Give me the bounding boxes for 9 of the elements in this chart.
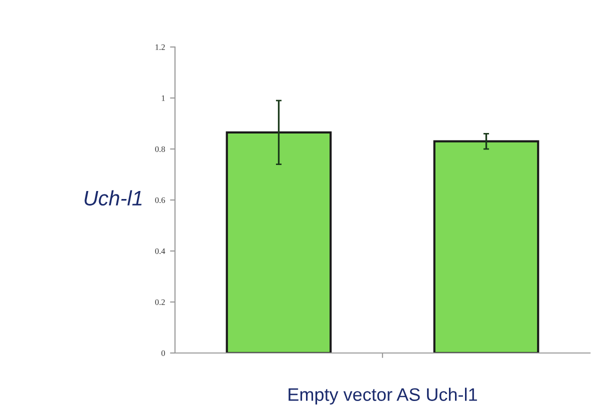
y-tick-label: 0.8 xyxy=(155,146,165,152)
y-axis-title: Uch-l1 xyxy=(84,190,142,206)
x-axis-title: Empty vector AS Uch-l1 xyxy=(288,388,477,405)
y-tick-label: 0.2 xyxy=(155,299,165,306)
y-tick-label: 0 xyxy=(161,350,165,356)
y-tick-label: 0.6 xyxy=(155,197,166,204)
y-tick-label: 0.4 xyxy=(155,248,166,254)
y-tick-label: 1 xyxy=(162,95,165,101)
y-tick-label: 1.2 xyxy=(156,44,165,50)
